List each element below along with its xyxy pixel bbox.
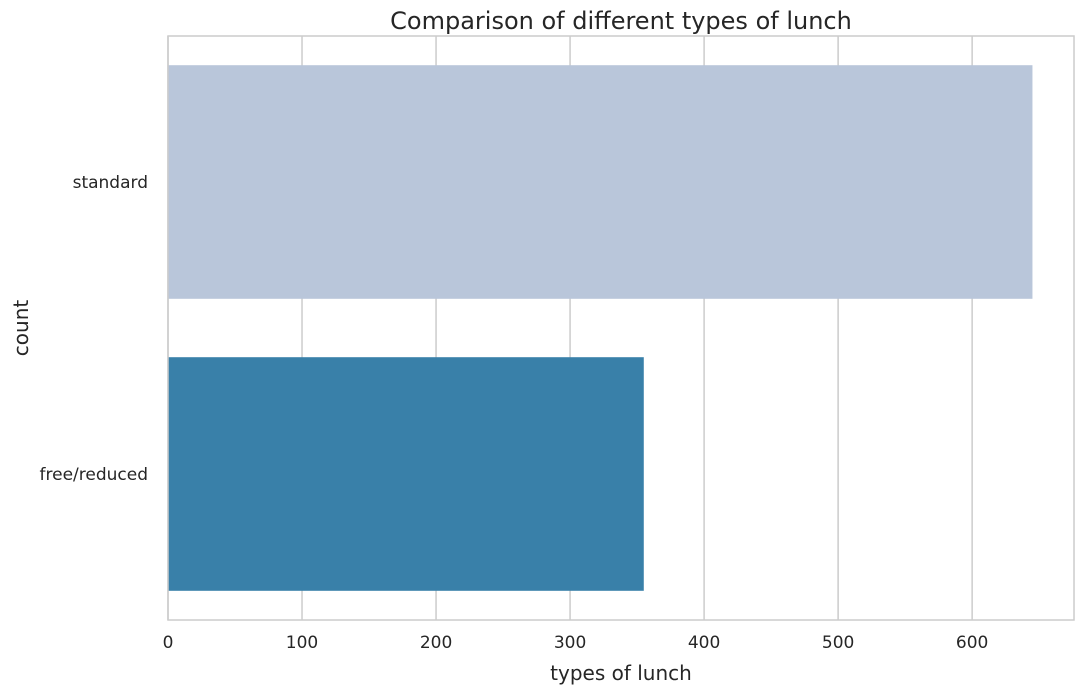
bar [168,65,1033,299]
x-tick-label: 100 [286,633,318,653]
x-tick-label: 600 [956,633,988,653]
bars [168,65,1033,591]
x-tick-label: 200 [420,633,452,653]
x-tick-label: 400 [688,633,720,653]
x-tick-label: 0 [163,633,174,653]
y-category-labels: standard free/reduced [40,173,148,485]
x-tick-labels: 0 100 200 300 400 500 600 [163,633,989,653]
x-axis-label: types of lunch [550,661,692,685]
chart-title: Comparison of different types of lunch [390,7,852,35]
plot-frame [167,35,1075,621]
x-tick-label: 300 [554,633,586,653]
x-tick-label: 500 [822,633,854,653]
bar [168,357,644,591]
y-category-label: standard [73,173,148,193]
y-category-label: free/reduced [40,465,148,485]
y-axis-label: count [9,300,33,357]
